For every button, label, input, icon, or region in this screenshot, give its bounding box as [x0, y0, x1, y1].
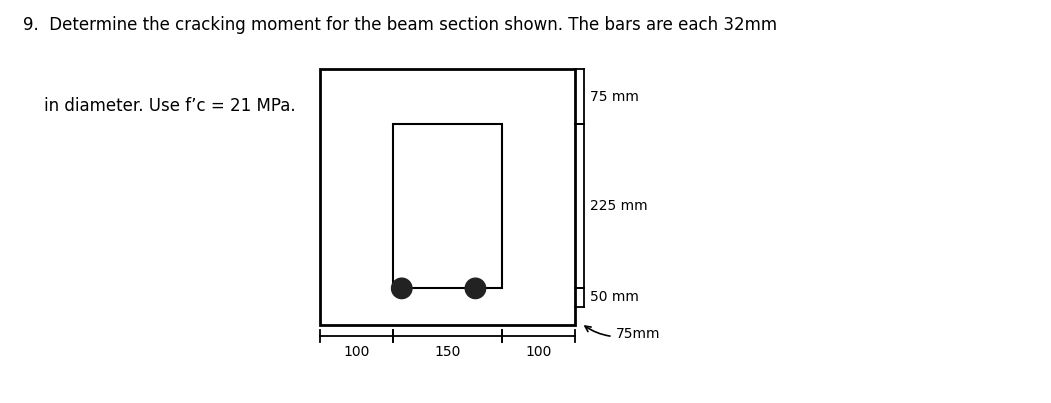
Text: 9.  Determine the cracking moment for the beam section shown. The bars are each : 9. Determine the cracking moment for the… — [23, 16, 778, 34]
Text: 150: 150 — [434, 345, 461, 359]
Circle shape — [392, 278, 412, 299]
Text: 75 mm: 75 mm — [590, 90, 639, 104]
Text: in diameter. Use f’c = 21 MPa.: in diameter. Use f’c = 21 MPa. — [23, 97, 295, 115]
Text: 50 mm: 50 mm — [590, 291, 639, 305]
Text: 100: 100 — [526, 345, 552, 359]
Text: 225 mm: 225 mm — [590, 199, 647, 213]
Text: 100: 100 — [344, 345, 370, 359]
Circle shape — [466, 278, 486, 299]
Text: 75mm: 75mm — [585, 326, 660, 341]
Bar — [393, 124, 502, 289]
Bar — [320, 69, 575, 325]
